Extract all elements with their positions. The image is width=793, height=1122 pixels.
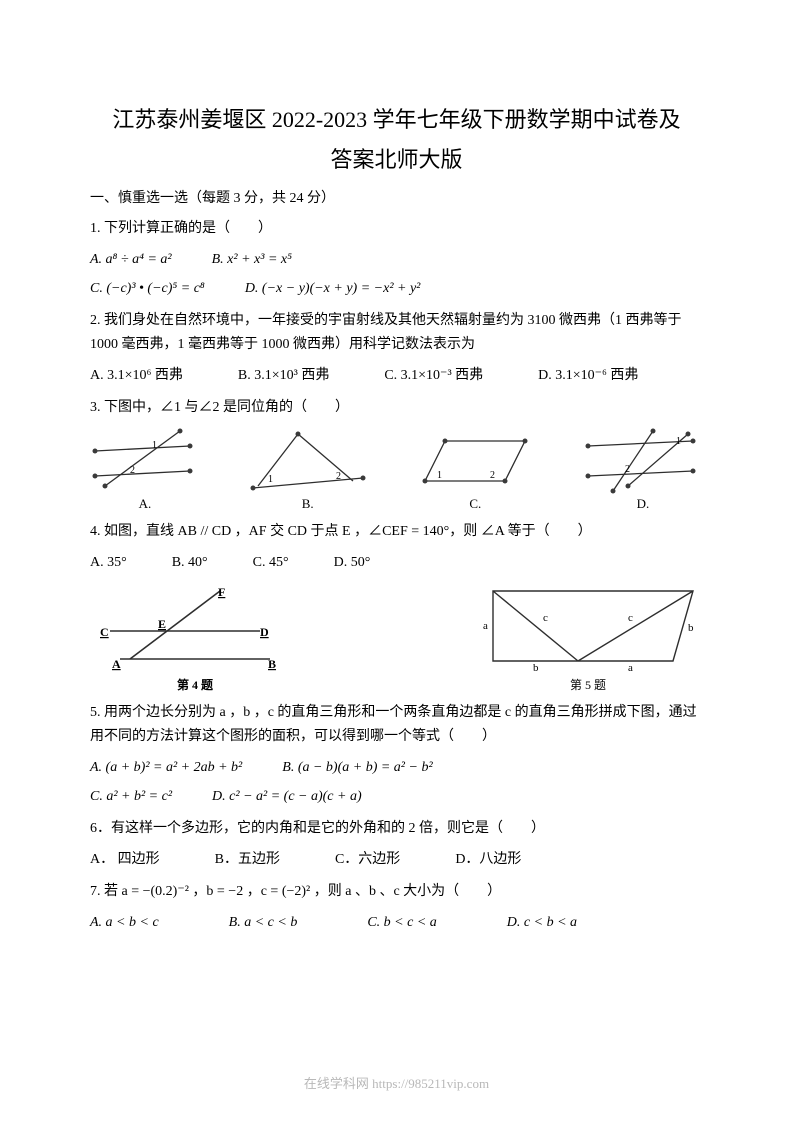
- q1-B: B. x² + x³ = x⁵: [212, 247, 292, 272]
- q5-opts-row2: C. a² + b² = c² D. c² − a² = (c − a)(c +…: [90, 784, 703, 809]
- q3-A-label: A.: [90, 496, 200, 512]
- q5-figure: a b c c a b 第 5 题: [473, 581, 703, 693]
- svg-text:C: C: [100, 625, 109, 639]
- q5-fig-label: 第 5 题: [473, 676, 703, 693]
- q2-stem: 2. 我们身处在自然环境中，一年接受的宇宙射线及其他天然辐射量约为 3100 微…: [90, 309, 703, 357]
- page-title: 江苏泰州姜堰区 2022-2023 学年七年级下册数学期中试卷及 答案北师大版: [90, 100, 703, 179]
- q5-diagram: a b c c a b: [473, 581, 703, 676]
- title-line-2: 答案北师大版: [90, 140, 703, 180]
- page-footer: 在线学科网 https://985211vip.com: [0, 1073, 793, 1092]
- q6-B: B．五边形: [215, 847, 280, 872]
- q7-C: C. b < c < a: [367, 910, 436, 935]
- q3-C-label: C.: [415, 496, 535, 512]
- svg-text:1: 1: [152, 440, 157, 451]
- q4-stem: 4. 如图，直线 AB // CD ，AF 交 CD 于点 E ，∠CEF = …: [90, 520, 703, 544]
- q6-opts: A． 四边形 B．五边形 C．六边形 D．八边形: [90, 847, 703, 872]
- q5-B: B. (a − b)(a + b) = a² − b²: [282, 755, 432, 780]
- q4-C: C. 45°: [253, 550, 289, 575]
- q6-D: D．八边形: [455, 847, 521, 872]
- svg-text:c: c: [543, 612, 548, 624]
- q1-D: D. (−x − y)(−x + y) = −x² + y²: [245, 276, 421, 301]
- q4-diagram: A B C D E F: [90, 581, 300, 676]
- q7-opts: A. a < b < c B. a < c < b C. b < c < a D…: [90, 910, 703, 935]
- q1-C: C. (−c)³ • (−c)⁵ = c⁸: [90, 276, 205, 301]
- svg-text:a: a: [628, 662, 633, 674]
- q5-opts-row1: A. (a + b)² = a² + 2ab + b² B. (a − b)(a…: [90, 755, 703, 780]
- q1-opts-row1: A. a⁸ ÷ a⁴ = a² B. x² + x³ = x⁵: [90, 247, 703, 272]
- q3-figures: 1 2 A. 1 2 B. 1 2 C.: [90, 426, 703, 512]
- svg-text:c: c: [628, 612, 633, 624]
- q1-A: A. a⁸ ÷ a⁴ = a²: [90, 247, 172, 272]
- q5-C: C. a² + b² = c²: [90, 784, 172, 809]
- q6-A: A． 四边形: [90, 847, 160, 872]
- q5-A: A. (a + b)² = a² + 2ab + b²: [90, 755, 242, 780]
- q4-fig-label: 第 4 题: [90, 676, 300, 693]
- q3-fig-B: 1 2 B.: [248, 426, 368, 512]
- q3-stem: 3. 下图中，∠1 与∠2 是同位角的（ ）: [90, 396, 703, 420]
- q4-B: B. 40°: [172, 550, 208, 575]
- q6-stem: 6．有这样一个多边形，它的内角和是它的外角和的 2 倍，则它是（ ）: [90, 817, 703, 841]
- q2-A: A. 3.1×10⁶ 西弗: [90, 363, 183, 388]
- svg-text:1: 1: [676, 436, 681, 447]
- q3-diagram-B: 1 2: [248, 426, 368, 496]
- q1-stem: 1. 下列计算正确的是（ ）: [90, 217, 703, 241]
- svg-text:B: B: [268, 657, 276, 671]
- svg-text:F: F: [218, 585, 225, 599]
- q2-C: C. 3.1×10⁻³ 西弗: [384, 363, 483, 388]
- svg-text:2: 2: [336, 471, 341, 482]
- svg-text:1: 1: [437, 470, 442, 481]
- q3-diagram-C: 1 2: [415, 426, 535, 496]
- svg-text:a: a: [483, 620, 488, 632]
- q4-opts: A. 35° B. 40° C. 45° D. 50°: [90, 550, 703, 575]
- q2-opts: A. 3.1×10⁶ 西弗 B. 3.1×10³ 西弗 C. 3.1×10⁻³ …: [90, 363, 703, 388]
- section-1-header: 一、慎重选一选（每题 3 分，共 24 分）: [90, 187, 703, 207]
- svg-text:b: b: [533, 662, 539, 674]
- q4-D: D. 50°: [334, 550, 371, 575]
- q3-fig-C: 1 2 C.: [415, 426, 535, 512]
- q1-opts-row2: C. (−c)³ • (−c)⁵ = c⁸ D. (−x − y)(−x + y…: [90, 276, 703, 301]
- q3-fig-A: 1 2 A.: [90, 426, 200, 512]
- svg-text:1: 1: [268, 474, 273, 485]
- q3-B-label: B.: [248, 496, 368, 512]
- q2-B: B. 3.1×10³ 西弗: [238, 363, 329, 388]
- svg-text:b: b: [688, 622, 694, 634]
- svg-text:2: 2: [130, 465, 135, 476]
- q5-D: D. c² − a² = (c − a)(c + a): [212, 784, 362, 809]
- svg-text:A: A: [112, 657, 121, 671]
- q3-D-label: D.: [583, 496, 703, 512]
- svg-text:E: E: [158, 617, 166, 631]
- q2-D: D. 3.1×10⁻⁶ 西弗: [538, 363, 638, 388]
- q5-stem: 5. 用两个边长分别为 a ，b ，c 的直角三角形和一个两条直角边都是 c 的…: [90, 701, 703, 749]
- q7-A: A. a < b < c: [90, 910, 159, 935]
- q6-C: C．六边形: [335, 847, 400, 872]
- q4-figure: A B C D E F 第 4 题: [90, 581, 300, 693]
- q4-q5-figures: A B C D E F 第 4 题 a b c c a b 第 5 题: [90, 581, 703, 693]
- q7-B: B. a < c < b: [229, 910, 298, 935]
- q7-stem: 7. 若 a = −(0.2)⁻² ，b = −2 ，c = (−2)² ，则 …: [90, 880, 703, 904]
- svg-text:2: 2: [490, 470, 495, 481]
- title-line-1: 江苏泰州姜堰区 2022-2023 学年七年级下册数学期中试卷及: [90, 100, 703, 140]
- q3-diagram-A: 1 2: [90, 426, 200, 496]
- q7-D: D. c < b < a: [507, 910, 577, 935]
- q3-diagram-D: 1 2: [583, 426, 703, 496]
- svg-text:D: D: [260, 625, 269, 639]
- svg-text:2: 2: [625, 464, 630, 475]
- q4-A: A. 35°: [90, 550, 127, 575]
- q3-fig-D: 1 2 D.: [583, 426, 703, 512]
